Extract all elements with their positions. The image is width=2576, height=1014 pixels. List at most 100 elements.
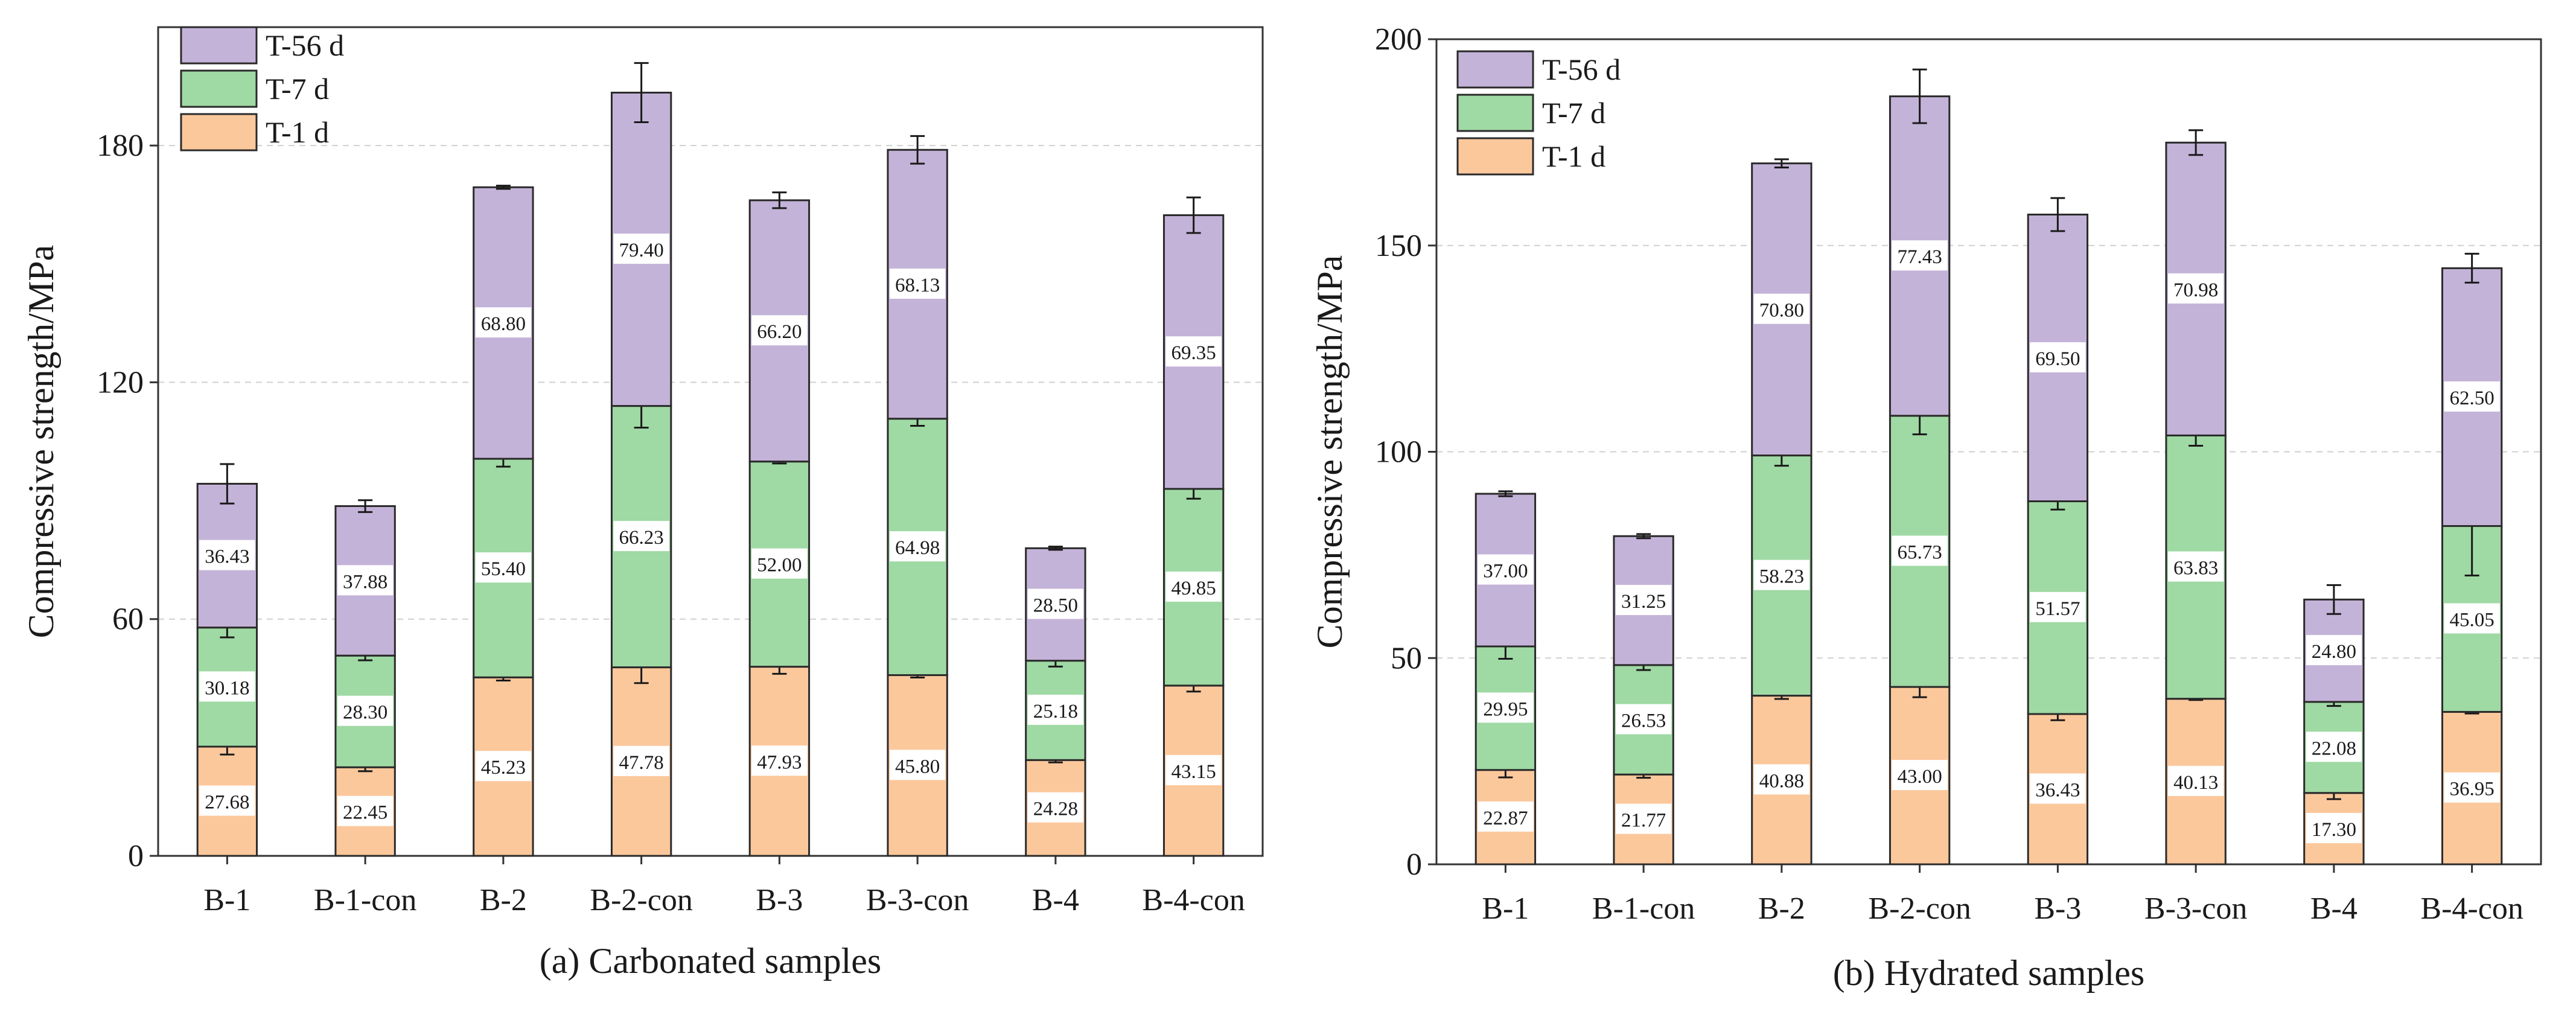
data-label: 70.80 [1759,300,1804,322]
data-label: 21.77 [1621,810,1666,832]
y-tick-label: 120 [97,365,144,400]
data-label-box [1892,760,1948,791]
data-label: 28.30 [343,702,387,724]
data-label: 66.20 [757,321,802,343]
legend-label: T-1 d [1542,139,1605,173]
legend-swatch [180,26,258,65]
legend-swatch [180,113,258,151]
data-label: 79.40 [619,240,664,261]
data-label: 77.43 [1898,246,1942,268]
data-label: 49.85 [1172,578,1216,599]
data-label: 36.43 [2035,780,2080,802]
data-label: 37.88 [343,571,387,593]
data-label-box [2167,273,2224,304]
x-tick-label: B-4-con [1142,883,1245,917]
data-label-box [1478,554,1534,585]
data-label: 24.80 [2312,641,2356,663]
data-label: 69.35 [1172,342,1216,364]
data-label-box [1478,692,1534,723]
data-label-box [1027,588,1084,619]
x-tick-label: B-4-con [2420,891,2523,926]
data-label: 70.98 [2173,279,2218,301]
legend-label: T-56 d [1542,53,1621,86]
data-label-box [2306,732,2362,762]
data-label: 31.25 [1621,591,1666,613]
data-label-box [1165,571,1222,602]
data-label-box [337,796,394,826]
data-label: 36.95 [2450,779,2495,800]
data-label-box [2030,592,2086,622]
y-axis-title: Compressive strength/MPa [21,245,61,639]
data-label-box [751,315,808,346]
x-tick-label: B-2-con [1868,891,1971,926]
data-label: 65.73 [1898,541,1942,563]
data-label-box [2444,772,2500,803]
data-label-box [889,531,946,562]
data-label-box [199,785,255,816]
data-label-box [751,745,808,776]
panel-carbonated: 0 60 120 180 Compressive strength/MPa B-1 27.6… [21,26,1264,981]
data-label: 68.80 [481,313,526,335]
data-label-box [1027,694,1084,725]
data-label: 37.00 [1483,561,1528,582]
y-tick-label: 150 [1375,229,1422,263]
data-label-box [1165,754,1222,785]
legend-label: T-1 d [266,115,329,149]
data-label-box [1615,585,1672,616]
data-label: 36.43 [205,546,249,568]
data-label-box [2030,342,2086,373]
data-label: 47.93 [757,751,802,773]
data-label-box [475,751,532,782]
data-label-box [337,565,394,596]
data-label: 22.45 [343,802,387,824]
data-label: 28.50 [1033,595,1078,616]
data-label: 47.78 [619,752,664,774]
data-label-box [2444,381,2500,412]
x-tick-label: B-4 [2310,891,2358,926]
y-tick-label: 0 [128,839,144,873]
data-label-box [199,540,255,570]
data-label-box [1478,801,1534,832]
data-label: 40.13 [2173,772,2218,794]
data-label: 40.88 [1759,770,1804,792]
data-label: 45.23 [481,757,526,779]
data-label: 64.98 [895,537,940,559]
data-label-box [2444,603,2500,634]
data-label-box [2306,635,2362,666]
data-label: 45.05 [2450,609,2495,631]
x-tick-label: B-2-con [590,883,692,917]
legend-label: T-7 d [266,72,329,106]
data-label: 55.40 [481,558,526,580]
data-label: 51.57 [2035,598,2080,620]
chart-caption: (a) Carbonated samples [540,941,881,981]
y-tick-label: 200 [1375,22,1422,57]
data-label-box [889,268,946,299]
data-label: 22.87 [1483,808,1528,829]
y-tick-label: 100 [1375,435,1422,470]
data-label: 68.13 [895,275,940,296]
data-label-box [2167,551,2224,582]
data-label-box [2167,765,2224,796]
legend-swatch [1456,50,1534,89]
data-label: 63.83 [2173,558,2218,579]
data-label-box [2306,812,2362,843]
data-label-box [475,307,532,338]
data-label: 69.50 [2035,348,2080,370]
legend-swatch [180,69,258,108]
legend-label: T-56 d [266,28,344,62]
data-label: 25.18 [1033,701,1078,722]
data-label-box [1027,792,1084,823]
data-label: 29.95 [1483,698,1528,720]
data-label-box [613,234,669,264]
x-tick-label: B-3 [2034,891,2081,926]
legend-swatch [1456,137,1534,176]
chart-caption: (b) Hydrated samples [1833,953,2145,993]
y-axis-title: Compressive strength/MPa [1310,255,1350,649]
data-label: 27.68 [205,792,249,814]
data-label: 43.15 [1172,761,1216,783]
data-label: 22.08 [2312,738,2356,759]
data-label-box [751,548,808,579]
x-tick-label: B-1 [203,883,250,917]
data-label: 30.18 [205,677,249,699]
legend-label: T-7 d [1542,96,1605,130]
